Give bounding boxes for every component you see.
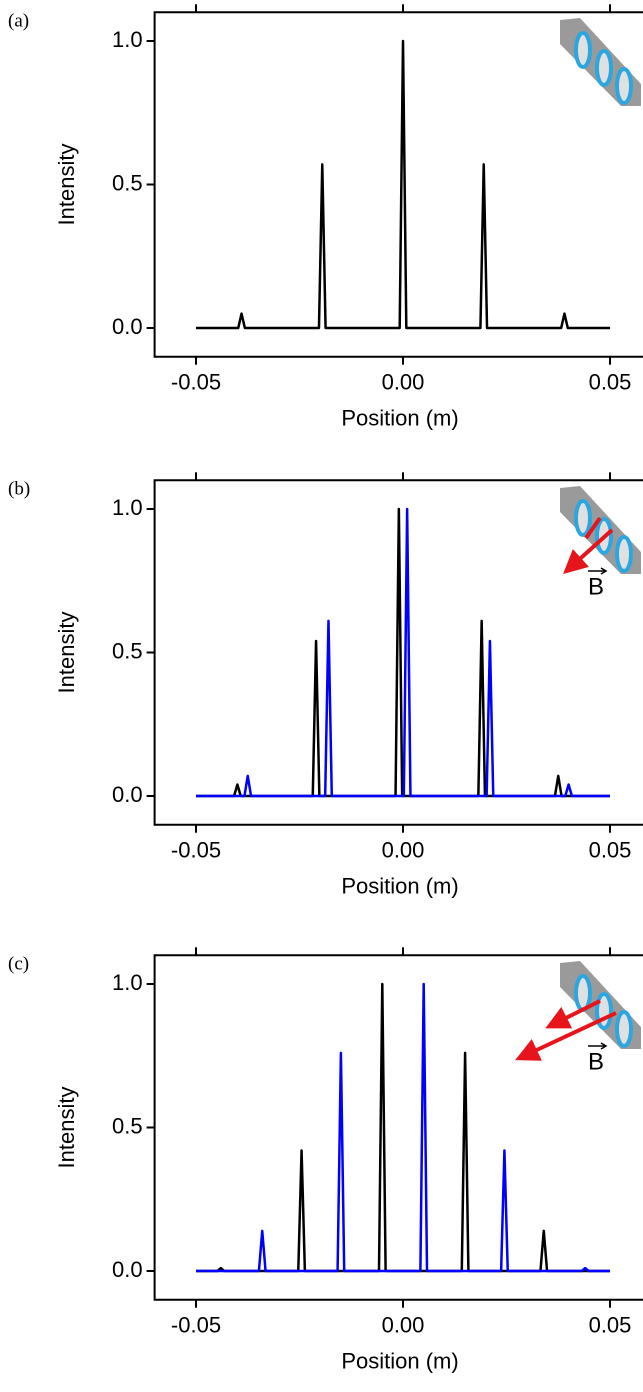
y-axis-label: Intensity bbox=[54, 1087, 79, 1169]
series-line bbox=[196, 507, 610, 798]
panel-label: (c) bbox=[8, 953, 29, 974]
axis-frame bbox=[153, 954, 643, 1301]
panel-label: (b) bbox=[8, 478, 30, 499]
y-tick-label: 0.5 bbox=[112, 638, 143, 663]
series-line bbox=[196, 39, 610, 330]
y-tick-label: 1.0 bbox=[112, 970, 143, 995]
annotation: B bbox=[588, 1048, 604, 1075]
annotation: B bbox=[588, 573, 604, 600]
panel-label: (a) bbox=[8, 10, 29, 31]
vector-arrow-head bbox=[600, 567, 608, 575]
x-tick-label: 0.05 bbox=[589, 1313, 632, 1338]
x-axis-label: Position (m) bbox=[341, 406, 458, 431]
inset-ring bbox=[595, 49, 613, 87]
y-tick-label: 0.0 bbox=[112, 782, 143, 807]
vector-arrow-head bbox=[600, 1042, 608, 1050]
series-line bbox=[196, 507, 610, 798]
x-tick-label: 0.00 bbox=[382, 1313, 425, 1338]
y-axis-label: Intensity bbox=[54, 144, 79, 226]
x-tick-label: 0.00 bbox=[382, 838, 425, 863]
field-arrow bbox=[584, 516, 602, 540]
y-tick-label: 0.0 bbox=[112, 314, 143, 339]
field-arrow bbox=[545, 999, 601, 1029]
inset-ring bbox=[615, 1010, 633, 1048]
y-tick-label: 1.0 bbox=[112, 495, 143, 520]
panel: (c) 0.0 0.5 1.0 -0.05 0.00 0.05 Position (m) Int… bbox=[8, 947, 643, 1374]
y-axis-label: Intensity bbox=[54, 612, 79, 694]
x-tick-label: 0.05 bbox=[589, 838, 632, 863]
inset-ring bbox=[574, 31, 592, 69]
field-arrow bbox=[515, 1011, 617, 1061]
y-tick-label: 0.5 bbox=[112, 1113, 143, 1138]
series-line bbox=[196, 982, 610, 1273]
panel: (b) 0.0 0.5 1.0 -0.05 0.00 0.05 Position (m) Int… bbox=[8, 472, 643, 899]
panel: (a) 0.0 0.5 1.0 -0.05 0.00 0.05 Position (m) Int… bbox=[8, 4, 643, 431]
series-line bbox=[196, 982, 610, 1273]
y-tick-label: 0.5 bbox=[112, 170, 143, 195]
inset-ring bbox=[574, 499, 592, 537]
field-arrow bbox=[563, 528, 614, 575]
x-tick-label: 0.00 bbox=[382, 370, 425, 395]
x-tick-label: -0.05 bbox=[171, 838, 221, 863]
x-tick-label: -0.05 bbox=[171, 370, 221, 395]
inset-ring bbox=[615, 535, 633, 573]
x-axis-label: Position (m) bbox=[341, 1349, 458, 1374]
x-tick-label: 0.05 bbox=[589, 370, 632, 395]
inset-ring bbox=[615, 67, 633, 105]
y-tick-label: 0.0 bbox=[112, 1257, 143, 1282]
x-axis-label: Position (m) bbox=[341, 874, 458, 899]
x-tick-label: -0.05 bbox=[171, 1313, 221, 1338]
y-tick-label: 1.0 bbox=[112, 27, 143, 52]
